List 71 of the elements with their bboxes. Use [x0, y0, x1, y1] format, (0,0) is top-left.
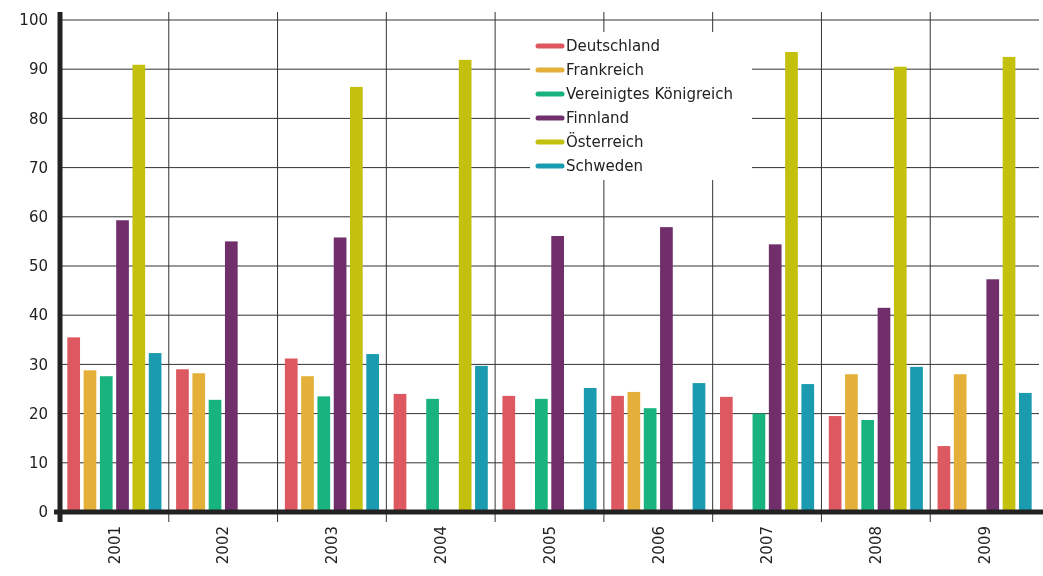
bar [845, 374, 858, 512]
y-tick-label: 100 [19, 11, 48, 30]
bar [583, 388, 597, 512]
x-tick-label: 2006 [649, 526, 668, 565]
x-tick-label: 2001 [105, 526, 124, 565]
y-tick-label: 10 [28, 454, 48, 473]
y-tick-label: 80 [28, 109, 48, 128]
bar [893, 66, 907, 512]
bar [148, 353, 162, 512]
bar [284, 358, 298, 512]
y-tick-label: 40 [28, 306, 48, 325]
legend-label: Schweden [566, 157, 644, 175]
x-tick-label: 2007 [758, 526, 777, 565]
x-tick-label: 2008 [867, 526, 886, 565]
x-tick-label: 2009 [975, 526, 994, 565]
bar [458, 59, 472, 512]
bar [366, 354, 380, 512]
bar [551, 235, 564, 512]
bar [83, 370, 97, 512]
y-tick-label: 90 [28, 60, 48, 79]
y-tick-label: 70 [28, 158, 48, 177]
bar [317, 396, 331, 512]
bar [535, 398, 548, 512]
bar [801, 384, 815, 512]
bar [785, 51, 798, 512]
bar [937, 446, 951, 512]
legend-label: Österreich [566, 132, 644, 151]
bar [1018, 392, 1032, 512]
y-tick-label: 20 [28, 404, 48, 423]
x-tick-label: 2002 [214, 526, 233, 565]
bar [192, 373, 206, 512]
x-tick-label: 2004 [431, 526, 450, 565]
y-tick-label: 50 [28, 257, 48, 276]
bar [333, 237, 347, 512]
y-tick-label: 30 [28, 355, 48, 374]
bar [116, 220, 129, 512]
bar [953, 374, 967, 512]
bar [350, 86, 363, 512]
bar [301, 376, 314, 512]
bar [208, 399, 222, 512]
bar [224, 241, 238, 512]
bar [877, 307, 891, 512]
bar [692, 383, 706, 512]
legend-label: Deutschland [566, 37, 661, 55]
bar [768, 244, 782, 512]
bar [861, 420, 875, 512]
bar [502, 395, 516, 512]
bar [475, 365, 488, 512]
legend-label: Frankreich [566, 61, 645, 79]
bar [176, 369, 189, 512]
bar [426, 398, 439, 512]
x-tick-label: 2003 [323, 526, 342, 565]
x-tick-label: 2005 [540, 526, 559, 565]
bar [67, 337, 81, 512]
legend-label: Vereinigtes Königreich [566, 85, 733, 103]
y-tick-label: 60 [28, 208, 48, 227]
bar [627, 391, 641, 512]
bar [643, 408, 657, 512]
bar [828, 416, 842, 512]
bar [99, 376, 113, 512]
bar [393, 393, 407, 512]
bar [660, 227, 673, 512]
bar [910, 366, 923, 512]
y-tick-label: 0 [38, 503, 48, 522]
bar [752, 413, 766, 512]
bar [986, 279, 1000, 512]
bar [132, 64, 146, 512]
bar [1002, 56, 1016, 512]
bar [611, 395, 624, 512]
bar [720, 396, 733, 512]
legend-label: Finnland [566, 109, 630, 127]
